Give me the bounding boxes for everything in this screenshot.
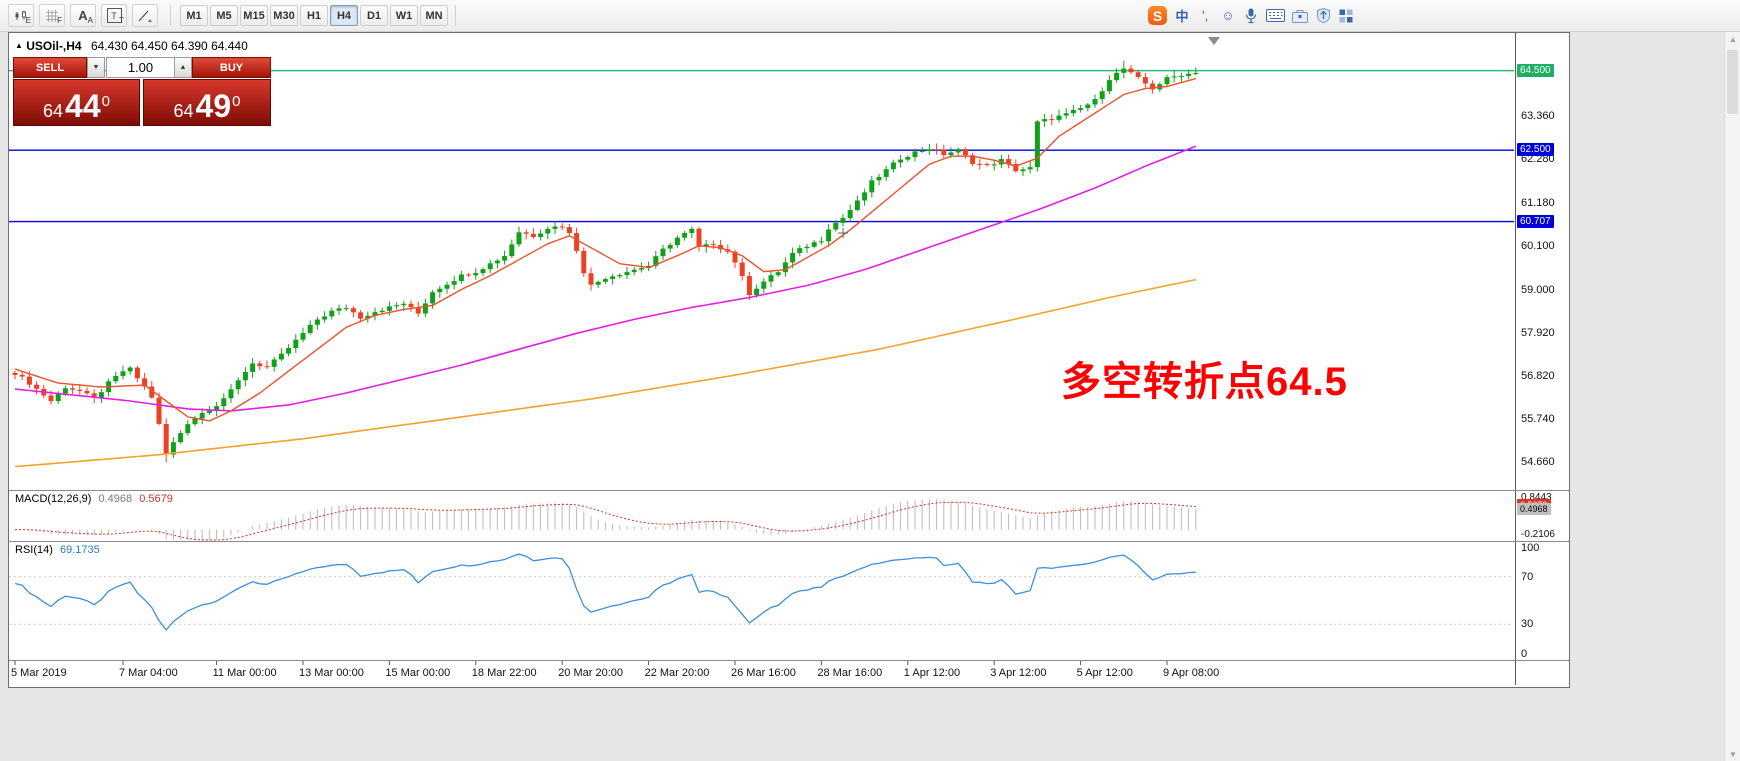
sogou-logo-icon[interactable]: S xyxy=(1148,6,1167,25)
chart-canvas[interactable] xyxy=(9,33,1515,685)
buy-button[interactable]: BUY xyxy=(192,57,271,78)
price-axis-label: 55.740 xyxy=(1521,413,1555,426)
keyboard-icon[interactable] xyxy=(1266,6,1285,26)
time-axis-label: 9 Apr 08:00 xyxy=(1163,667,1220,679)
price-level-badge: 62.500 xyxy=(1517,143,1554,157)
macd-axis-min: -0.2106 xyxy=(1521,529,1555,540)
sell-price-button[interactable]: 64 44 0 xyxy=(13,79,140,126)
emoji-icon[interactable]: ☺ xyxy=(1221,8,1235,23)
time-axis-label: 20 Mar 20:00 xyxy=(558,667,624,679)
buy-price-head: 64 xyxy=(173,101,194,121)
lot-decrease-button[interactable]: ▼ xyxy=(87,57,105,78)
price-level-badge: 60.707 xyxy=(1517,214,1554,228)
macd-main-value: 0.4968 xyxy=(98,493,133,505)
sell-price-big: 44 xyxy=(65,88,101,124)
price-axis-label: 57.920 xyxy=(1521,326,1555,339)
time-axis-label: 5 Apr 12:00 xyxy=(1076,667,1133,679)
timeframe-button-W1[interactable]: W1 xyxy=(390,5,418,26)
sell-button[interactable]: SELL xyxy=(13,57,87,78)
scrollbar-thumb[interactable] xyxy=(1727,50,1738,114)
time-axis-label: 7 Mar 04:00 xyxy=(119,667,178,679)
timeframe-button-M1[interactable]: M1 xyxy=(180,5,208,26)
rsi-axis-label: 100 xyxy=(1521,542,1540,554)
candlestick-tool-icon[interactable]: E xyxy=(8,4,34,27)
time-axis-label: 11 Mar 00:00 xyxy=(212,667,277,679)
time-axis-label: 1 Apr 12:00 xyxy=(903,667,961,679)
time-axis[interactable]: 5 Mar 2019 7 Mar 04:00 11 Mar 00:00 13 Mar … xyxy=(9,660,1515,685)
skin-center-icon[interactable] xyxy=(1315,6,1331,26)
price-axis[interactable]: 63.360 62.280 61.180 60.100 59.000 57.920 56.8… xyxy=(1515,33,1569,685)
price-axis-label: 60.100 xyxy=(1521,239,1555,252)
timeframe-button-MN[interactable]: MN xyxy=(420,5,448,26)
draw-tool-dropdown-icon[interactable] xyxy=(132,4,158,27)
timeframe-button-M5[interactable]: M5 xyxy=(210,5,238,26)
sell-price-head: 64 xyxy=(43,101,64,121)
chart-window: ▲ USOil-,H4 64.430 64.450 64.390 64.440 … xyxy=(8,32,1570,688)
grid-tool-icon[interactable]: F xyxy=(39,4,65,27)
macd-pane-separator[interactable] xyxy=(9,490,1569,491)
input-lang-icon[interactable]: 中 xyxy=(1175,9,1189,24)
symbol-period-label: USOil-,H4 xyxy=(26,39,82,53)
chart-symbol-title: ▲ USOil-,H4 64.430 64.450 64.390 64.440 xyxy=(15,39,248,53)
time-axis-label: 26 Mar 16:00 xyxy=(731,667,796,679)
buy-price-big: 49 xyxy=(195,88,232,124)
toolbar-separator xyxy=(170,5,171,26)
price-axis-label: 54.660 xyxy=(1521,456,1555,469)
rsi-name: RSI(14) xyxy=(15,544,53,556)
rsi-axis-label: 30 xyxy=(1521,618,1534,631)
lot-size-input[interactable] xyxy=(106,57,175,78)
punctuation-icon[interactable]: ’, xyxy=(1201,8,1209,23)
toolbox-icon[interactable] xyxy=(1292,6,1308,26)
macd-name: MACD(12,26,9) xyxy=(15,493,92,505)
macd-label: MACD(12,26,9) 0.4968 0.5679 xyxy=(15,493,173,505)
scroll-up-icon[interactable]: ▲ xyxy=(1729,34,1737,44)
time-axis-label: 22 Mar 20:00 xyxy=(644,667,710,679)
time-axis-label: 13 Mar 00:00 xyxy=(299,667,364,679)
timeframe-button-H1[interactable]: H1 xyxy=(300,5,328,26)
price-axis-label: 56.820 xyxy=(1521,370,1555,383)
ohlc-values: 64.430 64.450 64.390 64.440 xyxy=(90,39,248,53)
time-axis-separator xyxy=(9,660,1569,661)
macd-main-badge: 0.4968 xyxy=(1517,502,1551,515)
time-axis-label: 28 Mar 16:00 xyxy=(817,667,883,679)
timeframe-button-H4[interactable]: H4 xyxy=(330,5,358,26)
buy-price-button[interactable]: 64 49 0 xyxy=(143,79,271,126)
lot-increase-button[interactable]: ▲ xyxy=(174,57,192,78)
price-axis-label: 59.000 xyxy=(1521,283,1555,296)
vertical-scrollbar[interactable]: ▲ ▼ xyxy=(1724,32,1740,761)
time-axis-label: 5 Mar 2019 xyxy=(11,667,67,679)
price-level-badge: 64.500 xyxy=(1517,63,1554,77)
ime-toolbar: S 中 ’, ☺ xyxy=(1148,3,1354,28)
timeframe-button-M30[interactable]: M30 xyxy=(270,5,298,26)
sell-price-pip: 0 xyxy=(101,93,110,110)
chart-shift-marker-icon[interactable] xyxy=(1208,37,1220,45)
collapse-arrow-icon[interactable]: ▲ xyxy=(15,41,23,50)
time-axis-label: 15 Mar 00:00 xyxy=(385,667,451,679)
rsi-axis-label: 0 xyxy=(1521,648,1528,660)
rsi-value: 69.1735 xyxy=(59,544,100,556)
rsi-axis-label: 70 xyxy=(1521,570,1534,583)
chart-annotation-text[interactable]: 多空转折点64.5 xyxy=(1061,360,1348,404)
price-axis-label: 61.180 xyxy=(1521,196,1555,209)
rsi-label: RSI(14) 69.1735 xyxy=(15,544,100,556)
macd-signal-value: 0.5679 xyxy=(139,493,173,505)
timeframe-button-M15[interactable]: M15 xyxy=(240,5,268,26)
timeframe-button-D1[interactable]: D1 xyxy=(360,5,388,26)
sogou-menu-grid-icon[interactable] xyxy=(1338,6,1354,26)
microphone-icon[interactable] xyxy=(1243,6,1259,26)
rsi-pane-separator[interactable] xyxy=(9,541,1569,542)
time-axis-label: 3 Apr 12:00 xyxy=(990,667,1047,679)
price-axis-label: 63.360 xyxy=(1521,110,1555,122)
macd-axis-max: 0.8443 xyxy=(1521,492,1552,503)
time-axis-label: 18 Mar 22:00 xyxy=(471,667,537,679)
buy-price-pip: 0 xyxy=(232,93,241,110)
toolbar-separator xyxy=(455,5,456,26)
scroll-down-icon[interactable]: ▼ xyxy=(1729,749,1737,759)
